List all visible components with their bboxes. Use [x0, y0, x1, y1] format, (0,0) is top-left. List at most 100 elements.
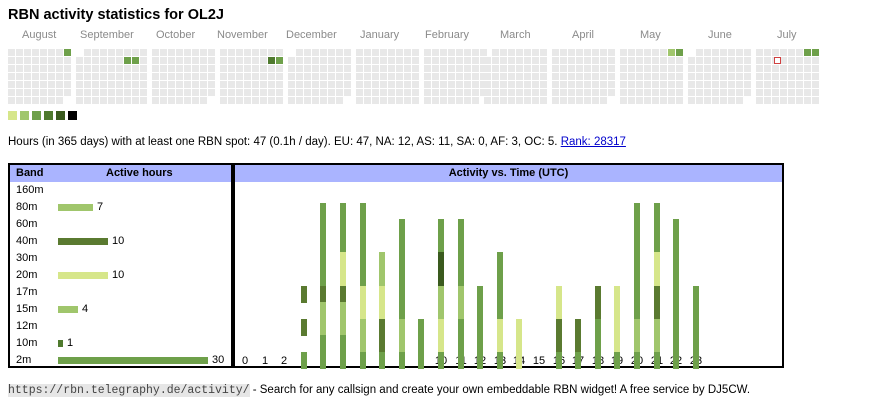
calendar-day[interactable]	[524, 97, 531, 104]
calendar-day[interactable]	[540, 57, 547, 64]
calendar-day[interactable]	[84, 65, 91, 72]
calendar-day[interactable]	[304, 97, 311, 104]
calendar-day[interactable]	[320, 65, 327, 72]
calendar-day[interactable]	[628, 57, 635, 64]
calendar-day[interactable]	[592, 57, 599, 64]
calendar-day[interactable]	[712, 57, 719, 64]
calendar-day[interactable]	[568, 73, 575, 80]
calendar-day[interactable]	[228, 65, 235, 72]
calendar-day[interactable]	[200, 65, 207, 72]
calendar-day[interactable]	[712, 73, 719, 80]
calendar-day[interactable]	[92, 97, 99, 104]
calendar-day[interactable]	[736, 89, 743, 96]
calendar-day[interactable]	[804, 81, 811, 88]
calendar-day[interactable]	[736, 65, 743, 72]
calendar-day[interactable]	[380, 57, 387, 64]
calendar-day[interactable]	[176, 65, 183, 72]
calendar-day[interactable]	[600, 65, 607, 72]
calendar-day[interactable]	[396, 65, 403, 72]
calendar-day[interactable]	[736, 73, 743, 80]
calendar-day[interactable]	[132, 73, 139, 80]
calendar-day[interactable]	[268, 49, 275, 56]
calendar-day[interactable]	[492, 49, 499, 56]
calendar-day[interactable]	[152, 73, 159, 80]
calendar-day[interactable]	[64, 49, 71, 56]
calendar-day[interactable]	[568, 81, 575, 88]
calendar-day[interactable]	[328, 57, 335, 64]
calendar-day[interactable]	[440, 57, 447, 64]
calendar-day[interactable]	[484, 81, 491, 88]
calendar-day[interactable]	[568, 49, 575, 56]
calendar-day[interactable]	[304, 49, 311, 56]
calendar-day[interactable]	[796, 89, 803, 96]
calendar-day[interactable]	[704, 73, 711, 80]
calendar-day[interactable]	[652, 81, 659, 88]
calendar-day[interactable]	[320, 89, 327, 96]
calendar-day[interactable]	[380, 49, 387, 56]
calendar-day[interactable]	[208, 49, 215, 56]
calendar-day[interactable]	[772, 81, 779, 88]
calendar-day[interactable]	[576, 49, 583, 56]
calendar-day[interactable]	[372, 97, 379, 104]
calendar-day[interactable]	[804, 97, 811, 104]
calendar-day[interactable]	[64, 65, 71, 72]
calendar-day[interactable]	[788, 65, 795, 72]
calendar-day[interactable]	[696, 89, 703, 96]
calendar-day[interactable]	[712, 81, 719, 88]
calendar-day[interactable]	[472, 89, 479, 96]
calendar-day[interactable]	[184, 65, 191, 72]
calendar-day[interactable]	[320, 57, 327, 64]
calendar-day[interactable]	[336, 57, 343, 64]
calendar-day[interactable]	[328, 49, 335, 56]
calendar-day[interactable]	[636, 89, 643, 96]
calendar-day[interactable]	[788, 73, 795, 80]
calendar-day[interactable]	[176, 89, 183, 96]
calendar-day[interactable]	[812, 49, 819, 56]
calendar-day[interactable]	[688, 57, 695, 64]
calendar-day[interactable]	[804, 73, 811, 80]
calendar-day[interactable]	[412, 81, 419, 88]
calendar-day[interactable]	[440, 97, 447, 104]
calendar-day[interactable]	[252, 57, 259, 64]
calendar-day[interactable]	[40, 73, 47, 80]
calendar-day[interactable]	[560, 97, 567, 104]
calendar-day[interactable]	[736, 97, 743, 104]
calendar-day[interactable]	[788, 97, 795, 104]
calendar-day[interactable]	[432, 73, 439, 80]
calendar-day[interactable]	[584, 57, 591, 64]
calendar-day[interactable]	[652, 97, 659, 104]
calendar-day[interactable]	[584, 65, 591, 72]
calendar-day[interactable]	[228, 73, 235, 80]
calendar-day[interactable]	[432, 65, 439, 72]
calendar-day[interactable]	[812, 57, 819, 64]
calendar-day[interactable]	[412, 49, 419, 56]
calendar-day[interactable]	[356, 57, 363, 64]
calendar-day[interactable]	[84, 97, 91, 104]
calendar-day[interactable]	[220, 57, 227, 64]
calendar-day[interactable]	[500, 89, 507, 96]
calendar-day[interactable]	[592, 65, 599, 72]
calendar-day[interactable]	[296, 89, 303, 96]
calendar-day[interactable]	[812, 81, 819, 88]
calendar-day[interactable]	[260, 65, 267, 72]
calendar-day[interactable]	[160, 57, 167, 64]
calendar-day[interactable]	[356, 81, 363, 88]
calendar-day[interactable]	[288, 65, 295, 72]
calendar-day[interactable]	[236, 97, 243, 104]
calendar-day[interactable]	[764, 65, 771, 72]
calendar-day[interactable]	[608, 89, 615, 96]
calendar-day[interactable]	[592, 89, 599, 96]
calendar-day[interactable]	[696, 57, 703, 64]
calendar-day[interactable]	[780, 81, 787, 88]
calendar-day[interactable]	[440, 65, 447, 72]
calendar-day[interactable]	[472, 49, 479, 56]
calendar-day[interactable]	[744, 65, 751, 72]
calendar-day[interactable]	[516, 81, 523, 88]
calendar-day[interactable]	[668, 57, 675, 64]
calendar-day[interactable]	[24, 97, 31, 104]
calendar-day[interactable]	[380, 97, 387, 104]
calendar-day[interactable]	[412, 89, 419, 96]
calendar-day[interactable]	[756, 49, 763, 56]
calendar-day[interactable]	[8, 65, 15, 72]
calendar-day[interactable]	[576, 65, 583, 72]
